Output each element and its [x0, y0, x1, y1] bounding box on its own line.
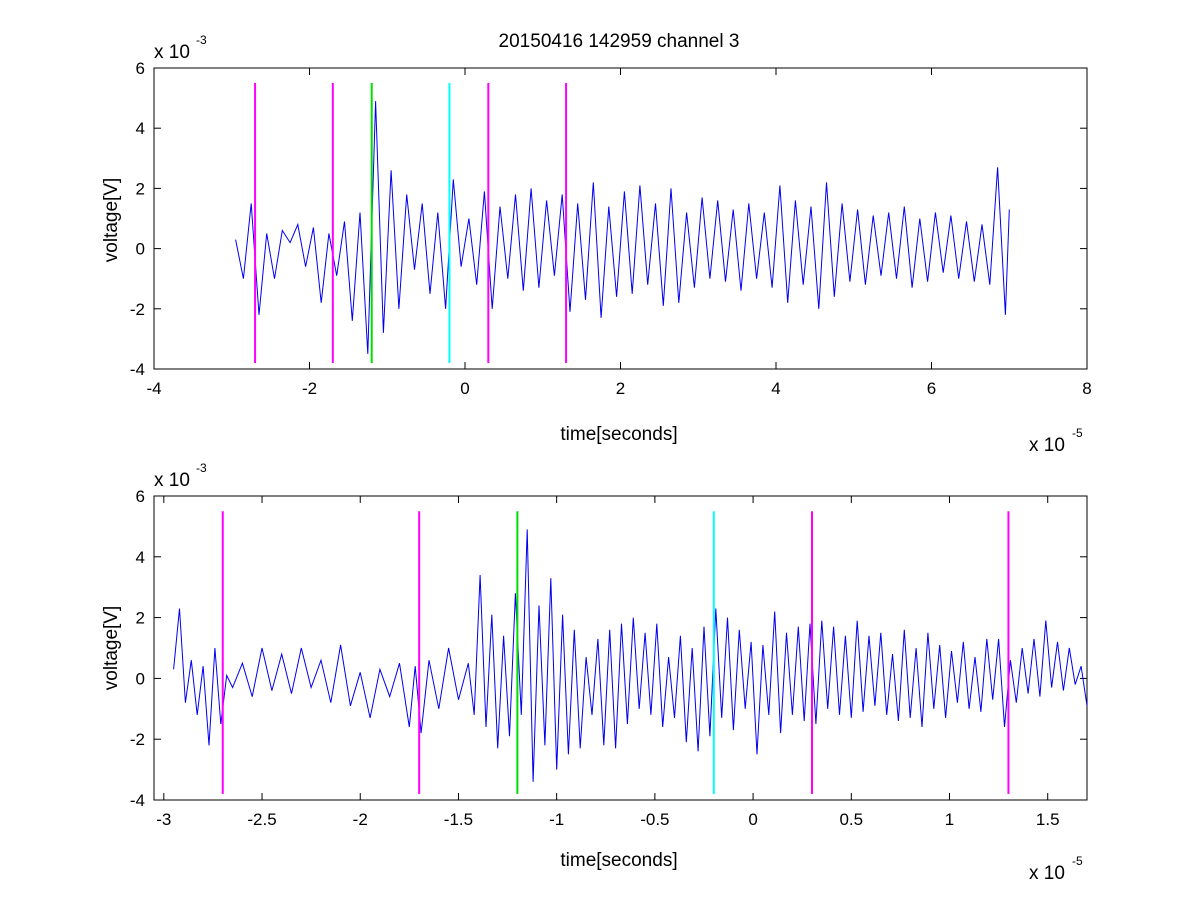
top-x-tick-label: -2	[302, 379, 317, 398]
top-y-axis-label: voltage[V]	[101, 178, 122, 263]
top-series-layer	[235, 101, 1010, 354]
bottom-x-axis-label: time[seconds]	[560, 850, 677, 871]
bottom-y-exponent-base: x 10	[154, 470, 190, 491]
top-y-tick-label: 4	[136, 119, 145, 138]
bottom-y-tick-label: 4	[136, 548, 145, 567]
bottom-x-tick-label: -3	[156, 810, 171, 829]
top-y-tick-label: 6	[136, 59, 145, 78]
top-x-tick-label: 4	[771, 379, 780, 398]
bottom-x-tick-label: -1	[549, 810, 564, 829]
top-x-tick-label: 6	[927, 379, 936, 398]
bottom-x-tick-label: -0.5	[640, 810, 669, 829]
top-x-exponent-power: -5	[1072, 426, 1083, 440]
bottom-x-tick-label: 0	[748, 810, 757, 829]
top-x-tick-label: -4	[146, 379, 161, 398]
bottom-x-exponent-power: -5	[1072, 854, 1083, 868]
top-signal-line	[235, 101, 1010, 354]
top-x-tick-label: 0	[460, 379, 469, 398]
top-y-exponent-power: -3	[196, 33, 207, 47]
bottom-y-axis-label: voltage[V]	[101, 606, 122, 691]
top-x-axis-label: time[seconds]	[560, 424, 677, 445]
bottom-x-exponent-base: x 10	[1029, 863, 1065, 884]
bottom-signal-line	[173, 529, 1088, 782]
bottom-y-exponent-power: -3	[196, 461, 207, 475]
bottom-series-layer	[173, 529, 1088, 782]
top-y-tick-label: 0	[136, 240, 145, 259]
bottom-y-tick-label: 2	[136, 609, 145, 628]
bottom-axes-box	[153, 495, 1088, 801]
figure-title: 20150416 142959 channel 3	[499, 31, 740, 52]
bottom-marker-layer	[221, 511, 1010, 794]
bottom-x-tick-label: -1.5	[444, 810, 473, 829]
bottom-y-tick-label: 6	[136, 487, 145, 506]
bottom-y-tick-label: -4	[130, 791, 145, 810]
top-y-tick-label: -2	[130, 300, 145, 319]
top-tick-layer: -4 -2 0 2 4 6 8 -4 -2 0 2 4 6	[130, 59, 1092, 398]
top-x-tick-label: 2	[616, 379, 625, 398]
top-y-tick-label: 2	[136, 179, 145, 198]
top-subplot: -4 -2 0 2 4 6 8 -4 -2 0 2 4 6 time[seconds] voltage[…	[101, 33, 1092, 456]
bottom-x-tick-label: -2	[353, 810, 368, 829]
bottom-subplot: -3 -2.5 -2 -1.5 -1 -0.5 0 0.5 1 1.5 -4 -2 0 2 4 6 time[…	[101, 461, 1088, 884]
bottom-x-tick-label: 0.5	[839, 810, 863, 829]
top-y-tick-label: -4	[130, 360, 145, 379]
bottom-x-tick-label: 1.5	[1036, 810, 1060, 829]
bottom-y-tick-label: 0	[136, 669, 145, 688]
bottom-x-tick-label: 1	[945, 810, 954, 829]
bottom-tick-layer: -3 -2.5 -2 -1.5 -1 -0.5 0 0.5 1 1.5 -4 -2 0 2 4 6	[130, 487, 1087, 829]
bottom-y-tick-label: -2	[130, 730, 145, 749]
bottom-x-tick-label: -2.5	[247, 810, 276, 829]
top-x-exponent-base: x 10	[1029, 435, 1065, 456]
top-marker-layer	[254, 83, 568, 363]
top-x-tick-label: 8	[1082, 379, 1091, 398]
top-y-exponent-base: x 10	[154, 42, 190, 63]
